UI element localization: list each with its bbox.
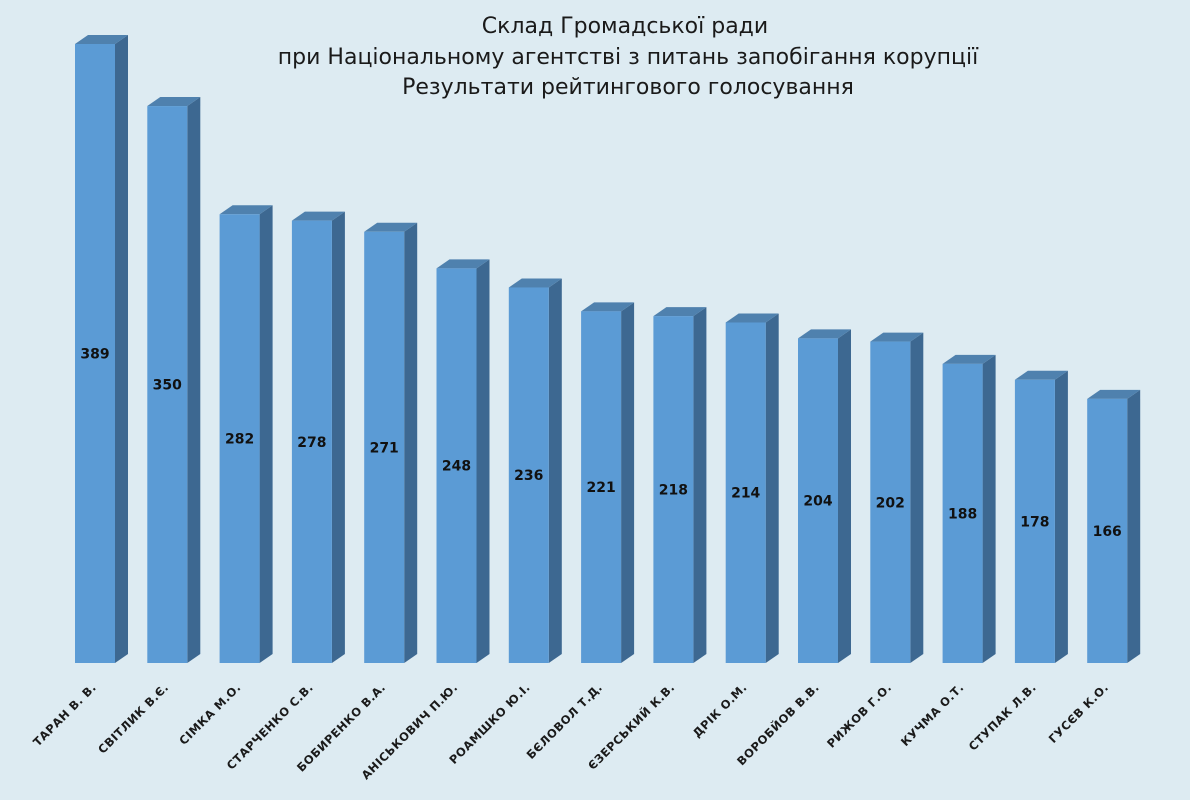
bar-top [1014, 370, 1068, 380]
bar-front [147, 106, 188, 663]
value-label: 350 [153, 378, 182, 394]
bar [219, 205, 273, 664]
chart-title-line-2: при Національному агентстві з питань зап… [278, 45, 979, 70]
bar [1014, 370, 1068, 663]
value-label: 166 [1093, 524, 1122, 540]
category-label: РИЖОВ Г.О. [824, 680, 894, 750]
value-label: 389 [80, 347, 109, 363]
value-label: 188 [948, 506, 977, 522]
category-label: РОАМШКО Ю.І. [446, 680, 533, 767]
bar-front [653, 316, 694, 663]
bar-side [693, 307, 707, 663]
value-labels-layer: 389 350 282 278 271 248 236 221 218 214 204 202 188 1… [80, 347, 1121, 540]
bar-side [404, 222, 418, 664]
value-label: 248 [442, 459, 471, 475]
value-label: 271 [370, 440, 399, 456]
bar-top [147, 97, 201, 107]
value-label: 282 [225, 432, 254, 448]
bar-top [942, 354, 996, 364]
bar-side [621, 302, 635, 663]
bar-side [982, 354, 996, 663]
category-label: БЄЛОВОЛ Т.Д. [524, 680, 606, 762]
bar [147, 97, 201, 663]
bar [508, 278, 562, 663]
bar-front [942, 363, 983, 663]
bar-front [1087, 398, 1128, 663]
bar-front [1014, 379, 1055, 663]
bar-side [910, 332, 924, 663]
bar-top [291, 211, 345, 221]
value-label: 204 [803, 494, 832, 510]
bar-side [259, 205, 273, 664]
bar-side [1054, 370, 1068, 663]
bar [725, 313, 779, 663]
bar-front [75, 44, 115, 663]
value-label: 218 [659, 483, 688, 499]
bar [942, 354, 996, 663]
bar-top [364, 222, 418, 232]
bar-front [436, 268, 477, 663]
category-label: СВІТЛИК В.Є. [95, 680, 171, 756]
bar-top [725, 313, 779, 323]
bar-top [870, 332, 924, 342]
chart-title: Склад Громадської ради при Національному… [278, 14, 979, 100]
chart-title-line-1: Склад Громадської ради [482, 14, 768, 39]
bar-side [331, 211, 345, 663]
bar-top [798, 329, 851, 339]
value-label: 214 [731, 486, 760, 502]
bar-front [725, 322, 766, 663]
bar [1087, 389, 1141, 663]
bar [870, 332, 924, 663]
category-label: ГУСЄВ К.О. [1046, 680, 1112, 746]
value-label: 221 [586, 480, 615, 496]
bar [581, 302, 635, 663]
bar-top [581, 302, 635, 312]
bar [75, 35, 128, 663]
bar-top [653, 307, 707, 317]
bar-front [364, 231, 405, 664]
bar-side [838, 329, 851, 663]
bar-front [291, 220, 332, 663]
category-label: ДРІК О.М. [690, 680, 750, 740]
bar [364, 222, 418, 664]
bar-side [1127, 389, 1141, 663]
bars-layer [75, 35, 1141, 664]
category-label: КУЧМА О.Т. [898, 680, 967, 749]
bar-top [1087, 389, 1141, 399]
value-label: 236 [514, 468, 543, 484]
chart-title-line-3: Результати рейтингового голосування [402, 75, 854, 100]
bar-front [581, 311, 622, 663]
category-label: СТУПАК Л.В. [966, 680, 1039, 753]
value-label: 178 [1020, 514, 1049, 530]
value-label: 202 [876, 495, 905, 511]
bar [798, 329, 851, 663]
category-label: СІМКА М.О. [176, 680, 243, 747]
value-label: 278 [297, 435, 326, 451]
bar-top [219, 205, 273, 215]
bar-side [115, 35, 128, 663]
bar-front [798, 338, 838, 663]
bar-top [436, 259, 490, 269]
bar [436, 259, 490, 663]
bar-top [75, 35, 128, 44]
bar-front [870, 341, 911, 663]
bar [291, 211, 345, 663]
bar-side [548, 278, 562, 663]
bar-side [476, 259, 490, 663]
category-label: ТАРАН В. В. [30, 680, 99, 749]
category-labels-layer: ТАРАН В. В.СВІТЛИК В.Є. СІМКА М.О.СТАРЧЕН… [30, 680, 1111, 783]
bar-side [187, 97, 201, 663]
bar-side [765, 313, 779, 663]
bar-top [508, 278, 562, 288]
bar [653, 307, 707, 663]
bar-front [219, 214, 260, 664]
bar-front [508, 287, 549, 663]
